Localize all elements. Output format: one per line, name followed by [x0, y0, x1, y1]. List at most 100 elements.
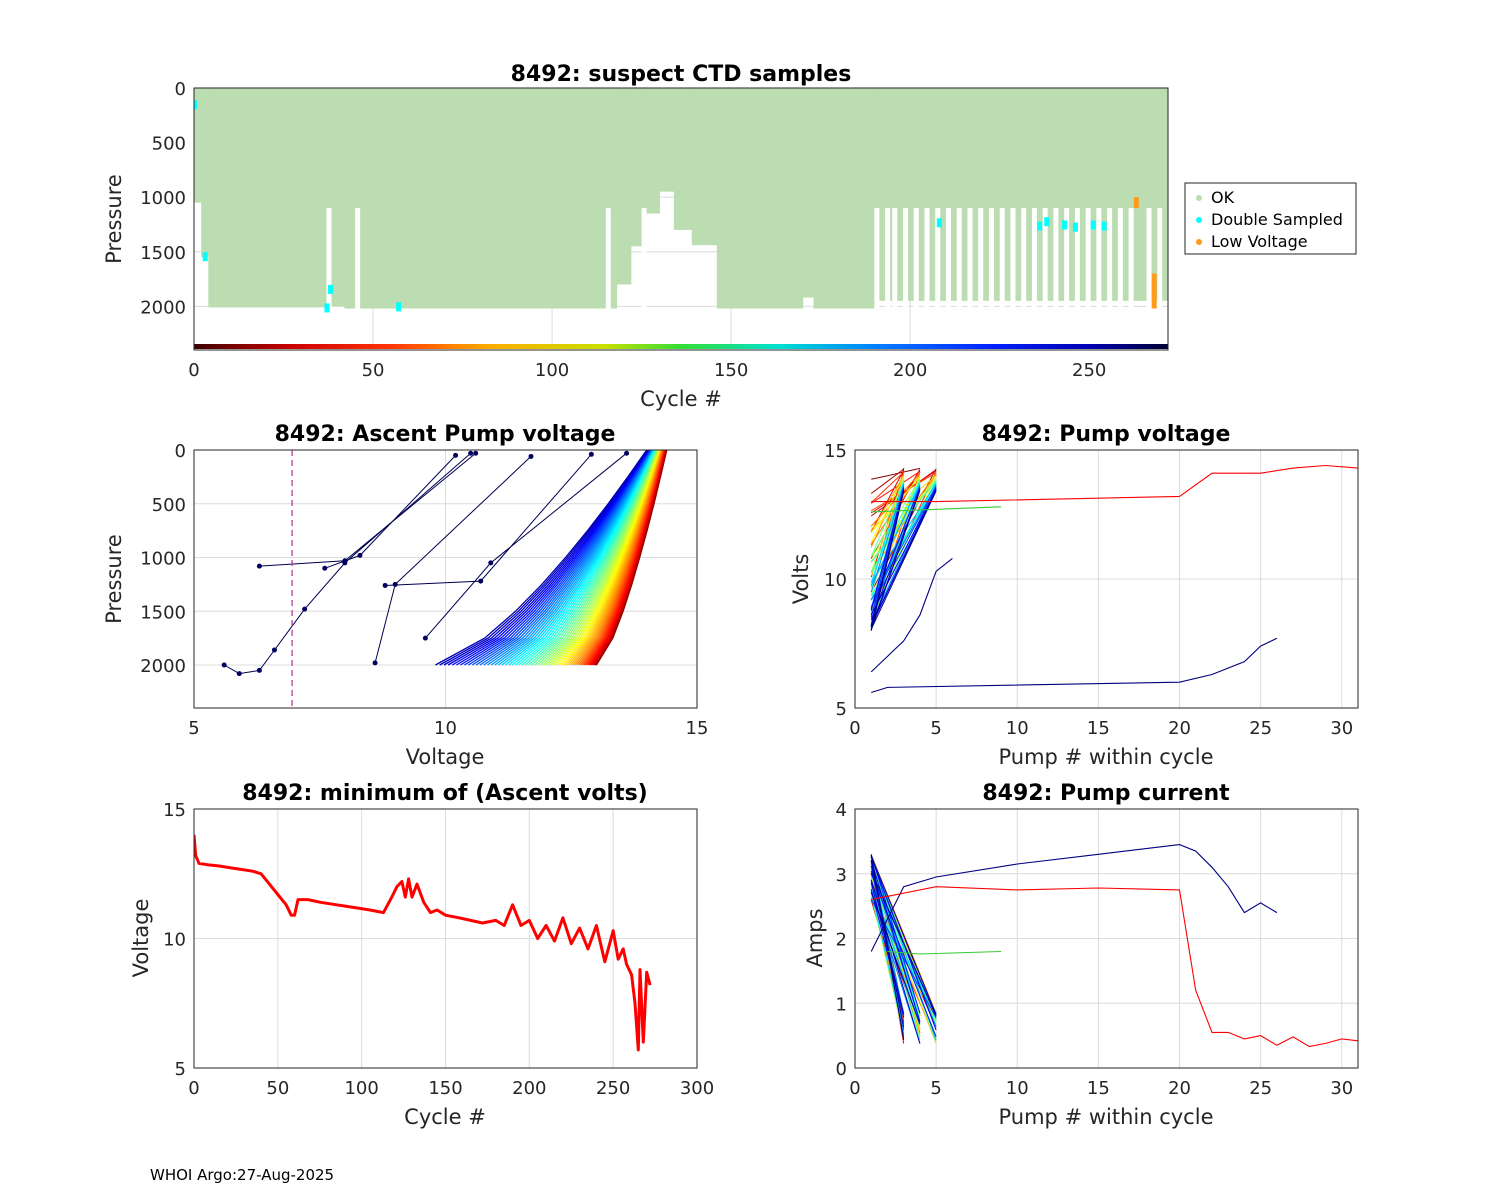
- ascent-outlier-point: [422, 635, 428, 641]
- missing-profile-gap: [1042, 208, 1048, 350]
- missing-profile-gap: [967, 208, 973, 350]
- ok-samples-bar: [208, 88, 331, 308]
- legend-double-sampled-marker: [1196, 217, 1202, 223]
- pumpv-cycle-line: [870, 489, 921, 621]
- missing-profile-gap: [874, 208, 880, 350]
- pumpc-cycle-line: [870, 879, 921, 1044]
- ascent-ylabel: Pressure: [102, 534, 126, 624]
- double-sampled-marker: [1072, 222, 1078, 232]
- pumpv-cycle-line: [870, 470, 921, 504]
- pumpv-cycle-line: [870, 487, 921, 608]
- double-sampled-marker: [324, 303, 330, 313]
- legend-double-sampled-label: Double Sampled: [1211, 210, 1343, 229]
- pumpc-cycle-line: [870, 870, 937, 1017]
- ok-samples-bar: [659, 88, 675, 192]
- double-sampled-marker: [202, 252, 208, 262]
- ok-samples-bar: [330, 88, 345, 307]
- pumpv-cycle-line: [870, 483, 905, 583]
- minv-xtick-label: 100: [344, 1078, 378, 1099]
- pumpv-xtick-label: 5: [930, 718, 941, 739]
- pumpc-cycle-line: [870, 889, 905, 1018]
- minv-panel: 0 50 100 150 200 250 300 5 10 15 8492: minimum of…: [129, 781, 714, 1129]
- ascent-outlier-point: [624, 450, 630, 456]
- ascent-outlier-point: [528, 453, 534, 459]
- legend-ok-label: OK: [1211, 188, 1235, 207]
- ascent-outlier-point: [453, 452, 459, 458]
- pumpc-xtick-label: 15: [1087, 1078, 1110, 1099]
- missing-profile-gap: [956, 208, 962, 350]
- ok-samples-bar: [201, 88, 209, 258]
- pumpc-cycle-line: [870, 892, 921, 1025]
- pumpv-xtick-label: 10: [1006, 718, 1029, 739]
- minv-plot-area: [194, 834, 652, 1052]
- ctd-plot-area: [194, 88, 1168, 350]
- missing-profile-gap: [885, 208, 891, 350]
- pumpc-xtick-label: 20: [1168, 1078, 1191, 1099]
- pumpv-series-line: [870, 557, 953, 673]
- minv-xtick-label: 200: [512, 1078, 546, 1099]
- double-sampled-marker: [1101, 221, 1107, 231]
- ascent-profile-line: [435, 450, 648, 666]
- pumpc-xtick-label: 10: [1006, 1078, 1029, 1099]
- ok-samples-bar: [645, 88, 661, 214]
- pumpv-cycle-line: [870, 476, 905, 543]
- pumpv-ylabel: Volts: [789, 554, 813, 605]
- ctd-xtick-label: 50: [362, 360, 385, 381]
- ctd-xtick-label: 250: [1072, 360, 1106, 381]
- ok-samples-bar: [344, 88, 618, 309]
- pumpc-panel: 0 5 10 15 20 25 30 0 1 2 3 4 8492: Pump current Pum…: [803, 781, 1359, 1129]
- pumpv-cycle-line: [870, 491, 905, 631]
- ascent-profile-line: [471, 450, 651, 666]
- pumpv-series-line: [871, 506, 1002, 513]
- ctd-xtick-label: 0: [188, 360, 199, 381]
- minv-xtick-label: 0: [188, 1078, 199, 1099]
- ascent-ytick-label: 2000: [140, 656, 186, 677]
- pumpv-cycle-line: [870, 485, 905, 593]
- pumpv-cycle-line: [871, 467, 921, 480]
- pumpv-cycle-line: [870, 476, 921, 533]
- missing-profile-gap: [892, 208, 898, 350]
- pumpv-cycle-line: [870, 486, 937, 608]
- missing-profile-gap: [999, 208, 1005, 350]
- ctd-ticks: 0 50 100 150 200 250 0 500 1000 1500 2000: [140, 79, 1106, 381]
- minv-xtick-label: 300: [680, 1078, 714, 1099]
- pumpc-xtick-label: 0: [849, 1078, 860, 1099]
- ctd-xtick-label: 100: [535, 360, 569, 381]
- double-sampled-marker: [1044, 217, 1050, 227]
- pumpv-xtick-label: 20: [1168, 718, 1191, 739]
- low-voltage-marker: [1151, 273, 1157, 309]
- pumpv-xtick-label: 15: [1087, 718, 1110, 739]
- pumpv-xlabel: Pump # within cycle: [999, 745, 1214, 769]
- footer-credit: WHOI Argo:27-Aug-2025: [150, 1166, 335, 1184]
- ctd-panel: 0 50 100 150 200 250 0 500 1000 1500 2000 8492: su…: [102, 62, 1357, 411]
- minv-axes-box: [193, 808, 698, 1069]
- ctd-ytick-label: 1500: [140, 243, 186, 264]
- ctd-xtick-label: 200: [893, 360, 927, 381]
- missing-profile-gap: [988, 208, 994, 350]
- ascent-xlabel: Voltage: [406, 745, 485, 769]
- pumpc-title: 8492: Pump current: [982, 781, 1230, 806]
- pumpc-ylabel: Amps: [803, 908, 827, 967]
- missing-profile-gap: [326, 208, 332, 350]
- ascent-profile-line: [447, 450, 649, 666]
- missing-profile-gap: [355, 208, 361, 350]
- ascent-ytick-label: 500: [152, 495, 186, 516]
- ctd-axes-box: [193, 87, 1169, 351]
- ascent-outlier-point: [468, 450, 474, 456]
- pumpc-plot-area: [870, 844, 1358, 1048]
- ascent-ticks: 5 10 15 0 500 1000 1500 2000: [140, 441, 708, 739]
- pumpv-cycle-line: [870, 490, 921, 628]
- missing-profile-gap: [1117, 208, 1123, 350]
- pumpc-ytick-label: 4: [836, 800, 847, 821]
- pumpv-cycle-line: [870, 471, 905, 504]
- pumpv-xtick-label: 30: [1330, 718, 1353, 739]
- minv-xlabel: Cycle #: [404, 1105, 486, 1129]
- pumpc-cycle-line: [870, 855, 937, 1015]
- pumpv-cycle-line: [870, 468, 905, 494]
- missing-profile-gap: [1085, 208, 1091, 350]
- ascent-outlier-point: [473, 450, 479, 456]
- double-sampled-marker: [194, 100, 197, 110]
